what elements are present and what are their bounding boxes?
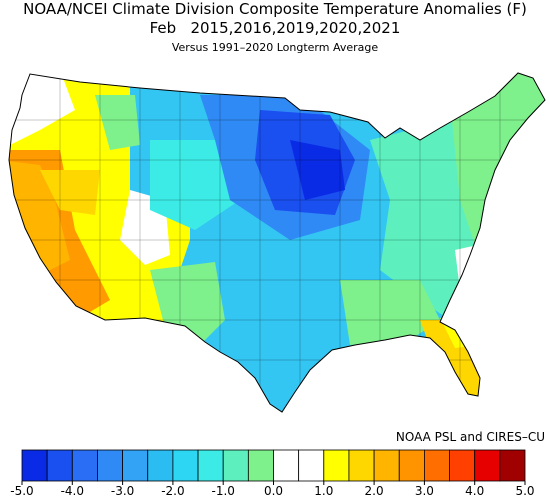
colorbar-label: 3.0 [415, 484, 434, 497]
colorbar-label: -2.0 [161, 484, 184, 497]
colorbar-box [499, 449, 526, 482]
colorbar-box [247, 449, 274, 482]
colorbar-box [46, 449, 73, 482]
colorbar-box [122, 449, 149, 482]
colorbar-box [71, 449, 98, 482]
period: Feb 2015,2016,2019,2020,2021 [150, 19, 401, 37]
colorbar-label: -3.0 [111, 484, 134, 497]
colorbar-box [398, 449, 425, 482]
colorbar-box [172, 449, 199, 482]
subtitle: Versus 1991–2020 Longterm Average [172, 41, 379, 54]
colorbar-label: 5.0 [515, 484, 534, 497]
colorbar-label: -5.0 [10, 484, 33, 497]
colorbar-label: 0.0 [264, 484, 283, 497]
colorbar-box [21, 449, 48, 482]
colorbar-box [273, 449, 300, 482]
anomaly-map [9, 73, 545, 412]
colorbar-label: 2.0 [365, 484, 384, 497]
colorbar-box [147, 449, 174, 482]
colorbar-label: 4.0 [465, 484, 484, 497]
colorbar-box [474, 449, 501, 482]
credit: NOAA PSL and CIRES–CU [396, 430, 545, 444]
colorbar-box [222, 449, 249, 482]
colorbar: -5.0 -4.0 -3.0 -2.0 -1.0 0.0 1.0 2.0 3.0 4.0 5.0 [10, 449, 535, 498]
colorbar-box [298, 449, 325, 482]
colorbar-box [323, 449, 350, 482]
colorbar-label: 1.0 [314, 484, 333, 497]
colorbar-box [373, 449, 400, 482]
colorbar-label: -4.0 [61, 484, 84, 497]
colorbar-box [97, 449, 123, 482]
colorbar-box [449, 449, 476, 482]
colorbar-label: -1.0 [211, 484, 234, 497]
colorbar-box [348, 449, 375, 482]
colorbar-box [197, 449, 224, 482]
colorbar-box [423, 449, 450, 482]
title: NOAA/NCEI Climate Division Composite Tem… [23, 0, 527, 18]
